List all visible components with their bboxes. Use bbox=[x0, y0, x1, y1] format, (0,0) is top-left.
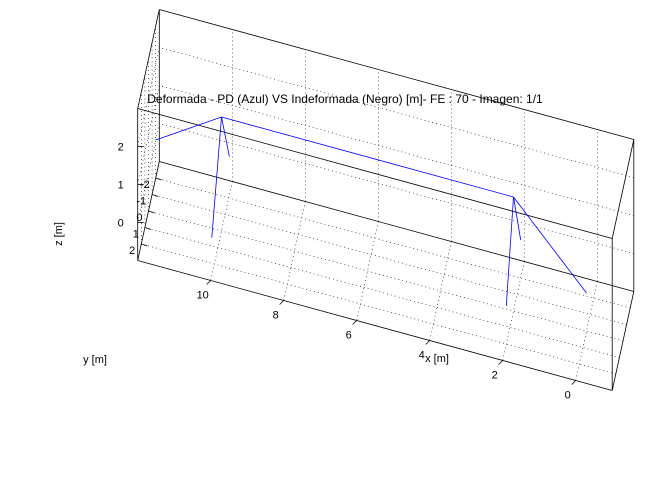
y-tick-labels: -2 -1 0 1 2 bbox=[129, 179, 150, 257]
box-edge bbox=[137, 108, 613, 239]
y-tick-mark bbox=[151, 194, 159, 197]
box-edge bbox=[611, 139, 635, 239]
z-axis-label: z [m] bbox=[53, 222, 65, 246]
chart-title: Deformada - PD (Azul) VS Indeformada (Ne… bbox=[147, 92, 543, 106]
grid-line bbox=[152, 194, 627, 325]
data-line bbox=[513, 196, 522, 241]
data-line bbox=[221, 116, 514, 198]
x-tick-label: 8 bbox=[273, 310, 279, 322]
x-tick-label: 10 bbox=[197, 290, 209, 302]
y-tick-mark bbox=[144, 227, 152, 230]
y-tick-label: -1 bbox=[136, 196, 146, 208]
x-tick-label: 2 bbox=[492, 370, 498, 382]
y-axis-label: y [m] bbox=[83, 354, 107, 366]
y-tick-label: 2 bbox=[129, 245, 135, 257]
data-line bbox=[505, 196, 514, 307]
y-tick-label: 1 bbox=[133, 229, 139, 241]
box-edge bbox=[611, 291, 635, 391]
data-line bbox=[513, 196, 587, 294]
grid-line bbox=[155, 177, 631, 309]
grid-line bbox=[137, 85, 160, 185]
x-tick-label: 6 bbox=[346, 330, 352, 342]
grid-line bbox=[148, 210, 624, 342]
data-line bbox=[211, 116, 222, 238]
y-tick-label: -2 bbox=[140, 179, 150, 191]
z-tick-label: 2 bbox=[118, 142, 124, 154]
axes-box bbox=[137, 9, 635, 391]
x-tick-mark bbox=[498, 360, 503, 365]
grid-line bbox=[137, 47, 160, 147]
x-tick-mark bbox=[352, 320, 357, 325]
x-tick-label: 4 bbox=[419, 350, 425, 362]
z-tick-label: 0 bbox=[118, 218, 124, 230]
grid-lines bbox=[137, 26, 634, 381]
x-tick-label: 0 bbox=[565, 390, 571, 402]
data-lines bbox=[155, 116, 587, 307]
z-tick-labels: 0 1 2 bbox=[118, 142, 124, 230]
grid-line bbox=[429, 241, 452, 341]
x-tick-mark bbox=[571, 380, 576, 385]
grid-line bbox=[159, 123, 634, 254]
x-axis-label: x [m] bbox=[425, 353, 449, 365]
grid-line bbox=[159, 47, 634, 178]
y-tick-mark bbox=[148, 210, 155, 214]
box-edge bbox=[159, 161, 634, 292]
grid-line bbox=[575, 281, 598, 381]
box-edge bbox=[137, 9, 160, 109]
grid-line bbox=[141, 243, 616, 375]
grid-line bbox=[502, 261, 525, 361]
box-edge bbox=[137, 260, 613, 391]
data-line bbox=[221, 116, 230, 157]
x-tick-labels: 0 2 4 6 8 10 bbox=[197, 290, 571, 402]
y-tick-mark bbox=[155, 177, 162, 181]
x-tick-mark bbox=[279, 300, 284, 305]
grid-line bbox=[144, 227, 620, 358]
x-tick-mark bbox=[425, 340, 430, 345]
data-line bbox=[155, 116, 222, 141]
y-tick-label: 0 bbox=[136, 212, 142, 224]
z-tick-label: 1 bbox=[118, 180, 124, 192]
y-tick-mark bbox=[141, 243, 148, 247]
tick-marks bbox=[137, 146, 576, 385]
x-tick-mark bbox=[206, 280, 211, 285]
box-edge bbox=[159, 9, 634, 140]
